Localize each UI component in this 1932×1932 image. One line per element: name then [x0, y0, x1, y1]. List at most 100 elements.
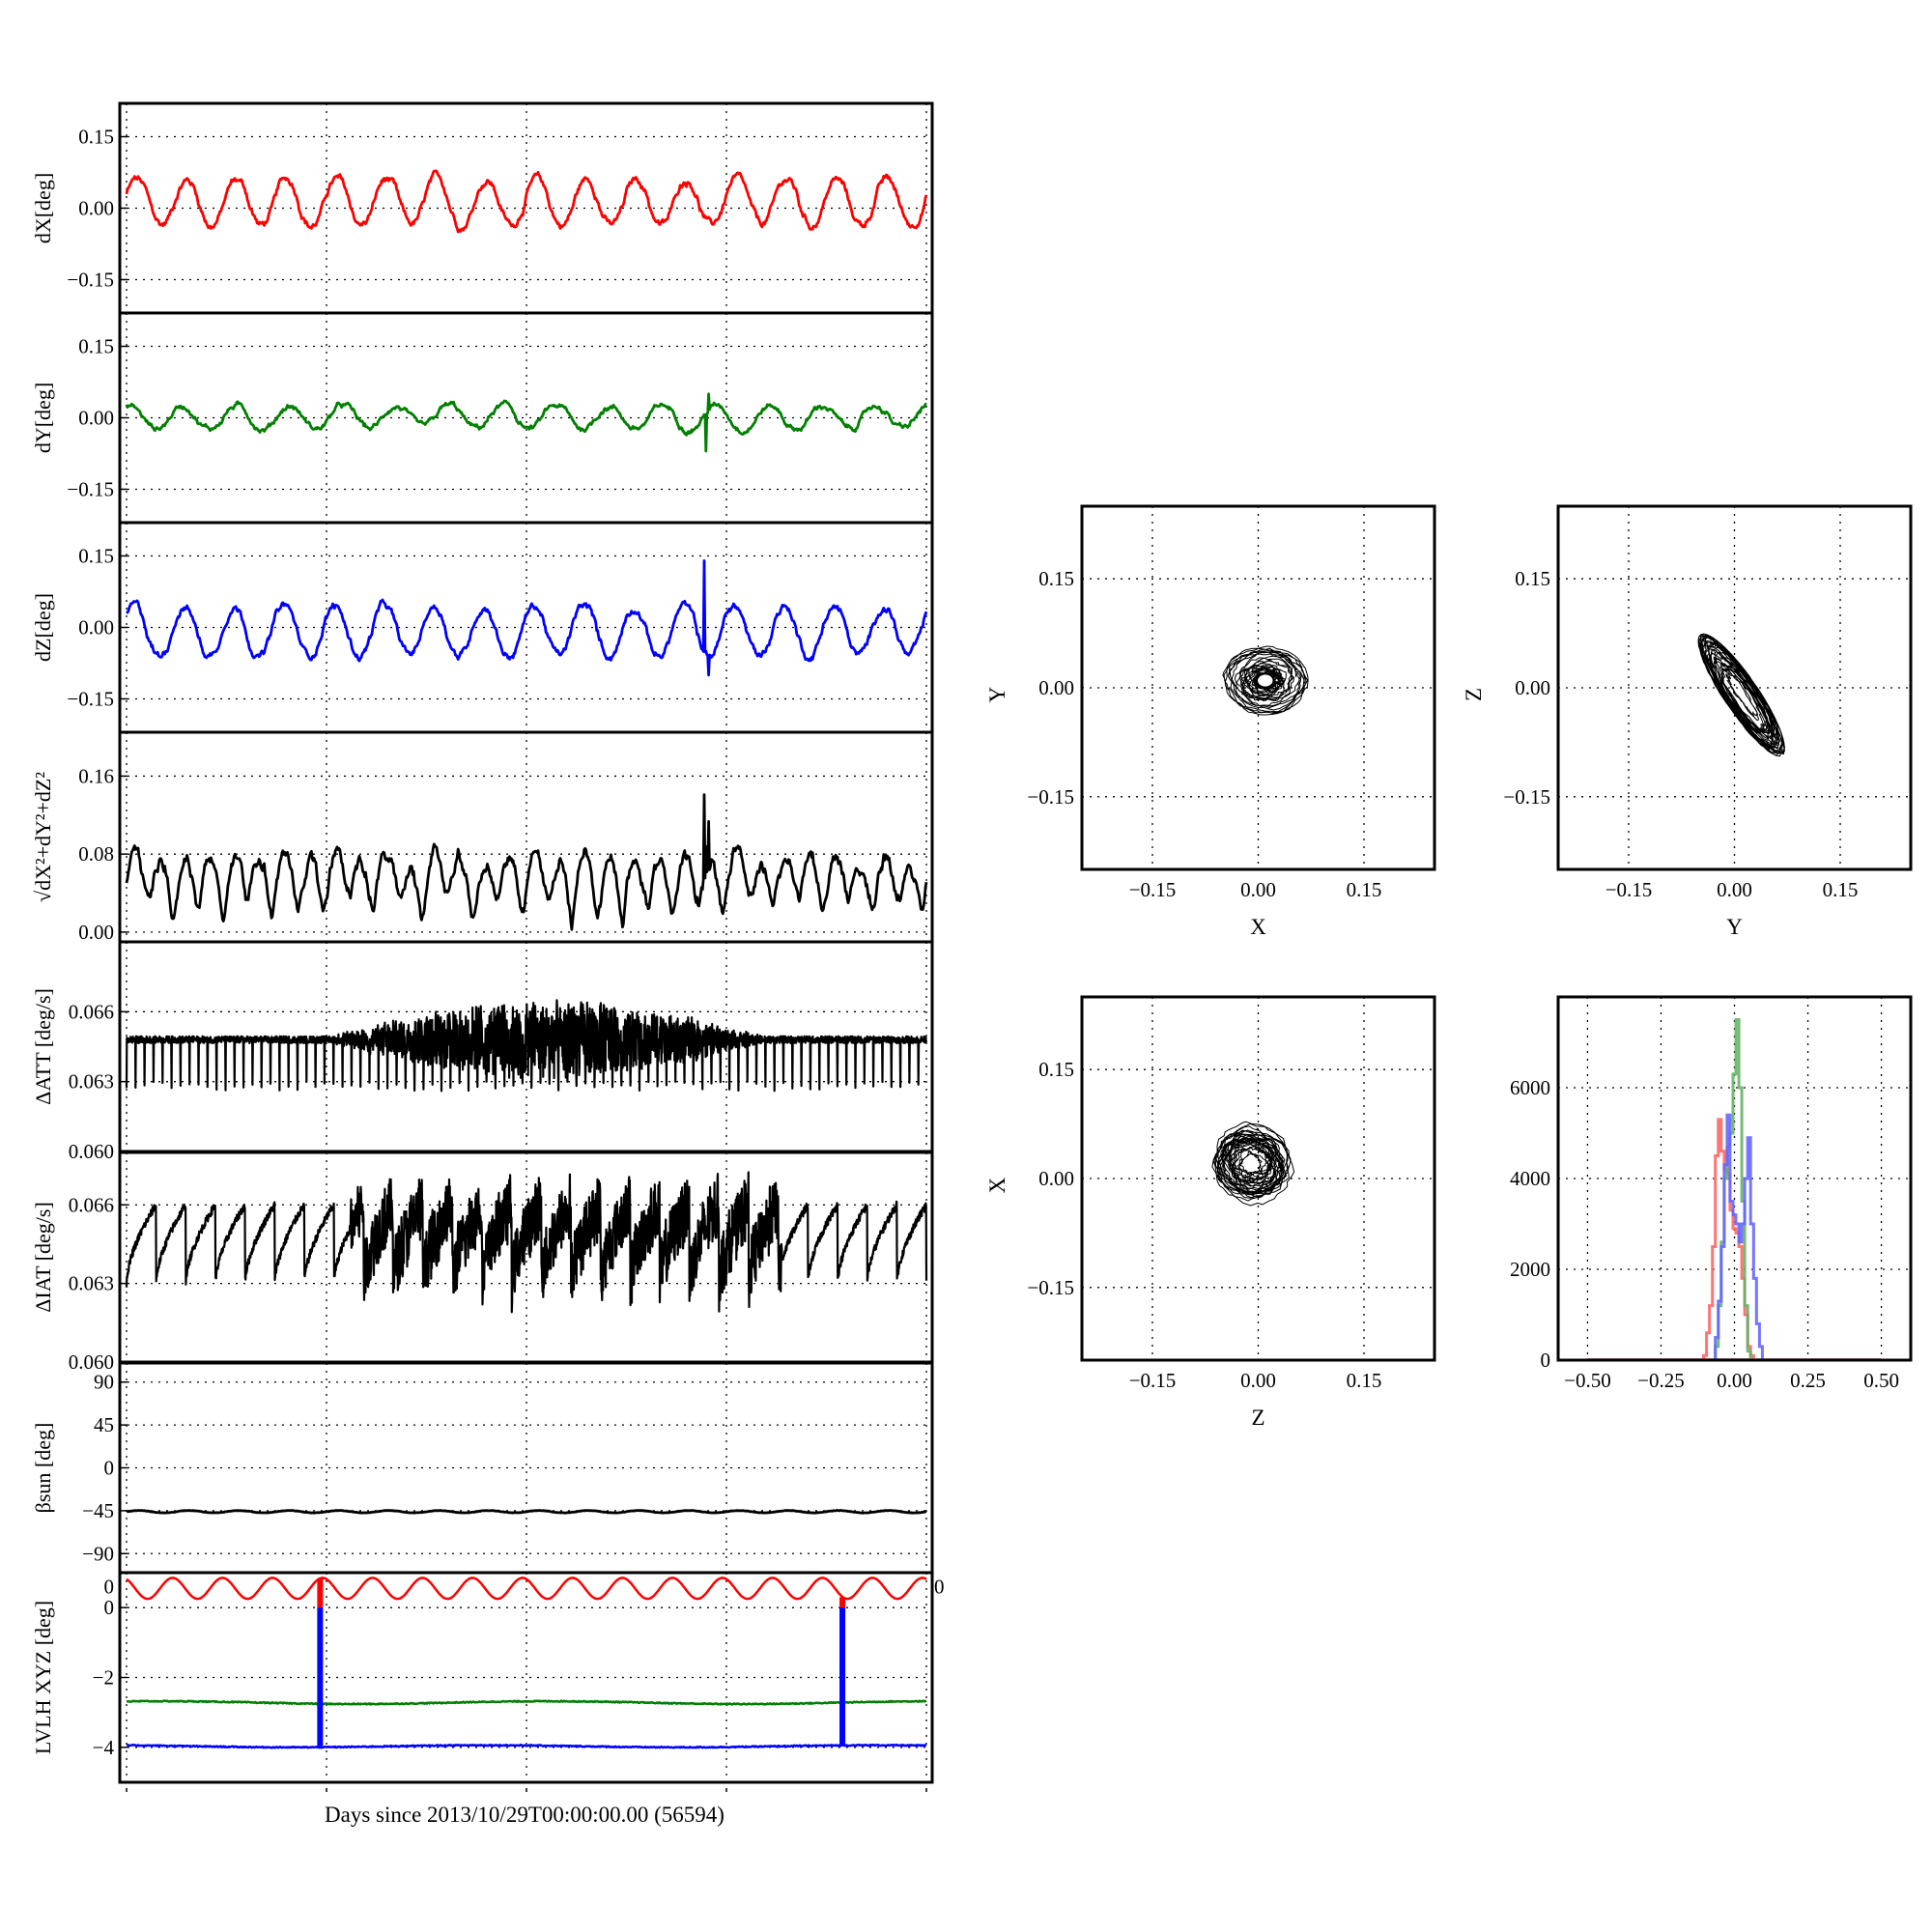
- y-tick-label: 45: [94, 1413, 114, 1436]
- y-tick-label: 0.15: [1515, 567, 1550, 590]
- panel-diat: [118, 1151, 934, 1364]
- y-tick-label: −45: [82, 1499, 114, 1522]
- y-tick-label: 4000: [1510, 1167, 1550, 1190]
- panel-frame: [1556, 995, 1913, 1362]
- y-tick-label: 2000: [1510, 1258, 1550, 1281]
- y-tick-label: 0.00: [1038, 1167, 1074, 1190]
- panel-frame: [1080, 995, 1436, 1362]
- y-axis-label: βsun [deg]: [31, 1423, 55, 1514]
- x-tick-label: 0.25: [1790, 1369, 1826, 1392]
- y-tick-label: 6000: [1510, 1076, 1550, 1099]
- y-axis-label: X: [985, 1177, 1009, 1193]
- y-tick-label: 0.15: [78, 545, 114, 568]
- y-tick-label: 0.063: [69, 1272, 114, 1295]
- y-tick-label: 0.15: [78, 335, 114, 358]
- y-tick-label: −4: [93, 1736, 115, 1759]
- y-tick-label: 0: [104, 1596, 115, 1619]
- y-axis-label: dX[deg]: [31, 173, 55, 243]
- y-tick-label: 0.00: [1515, 676, 1550, 699]
- y-tick-label: 0.15: [1038, 1058, 1074, 1081]
- y-tick-label: −0.15: [1027, 1276, 1074, 1299]
- scatter-yz: [1556, 504, 1913, 871]
- x-tick-label: −0.15: [1129, 878, 1177, 901]
- x-axis-label: Days since 2013/10/29T00:00:00.00 (56594…: [325, 1803, 724, 1827]
- panel-norm: [118, 730, 934, 944]
- y-tick-label: −0.15: [1503, 785, 1550, 809]
- y-tick-label: 0.15: [1038, 567, 1074, 590]
- x-tick-label: −0.15: [1129, 1369, 1177, 1392]
- panel-dy: [118, 311, 934, 525]
- y-tick-label: 0.08: [78, 842, 114, 866]
- scatter-trace: [1211, 1121, 1295, 1207]
- histogram: [1556, 995, 1913, 1362]
- y-tick-label: 0.00: [78, 616, 114, 639]
- x-axis-label: Y: [1726, 915, 1743, 939]
- series-line-x: [126, 1577, 927, 1601]
- y-tick-label: 0.066: [69, 1000, 114, 1023]
- hist-step-dz: [1700, 1113, 1769, 1362]
- y-tick-label: 0.00: [78, 197, 114, 220]
- y-axis-label: dZ[deg]: [31, 593, 55, 662]
- y-axis-label: LVLH XYZ [deg]: [31, 1601, 55, 1754]
- y-axis-label: dY[deg]: [31, 383, 55, 453]
- x-tick-label: 0.15: [1347, 878, 1382, 901]
- x-tick-label: 0.15: [1823, 878, 1859, 901]
- series-line: [125, 169, 928, 234]
- y-axis-label: ΔATT [deg/s]: [31, 988, 55, 1105]
- twin-tick-label-left: 0: [104, 1575, 115, 1598]
- y-tick-label: 0.063: [69, 1070, 114, 1094]
- series-line: [125, 1171, 928, 1314]
- scatter-xy: [1080, 504, 1436, 871]
- x-axis-label: Z: [1251, 1406, 1264, 1430]
- x-tick-label: 0.00: [1717, 878, 1752, 901]
- x-axis-label: X: [1250, 915, 1266, 939]
- series-line: [126, 1509, 927, 1515]
- x-tick-label: −0.25: [1637, 1369, 1685, 1392]
- y-tick-label: 0.00: [78, 921, 114, 944]
- series-line: [125, 392, 927, 453]
- panel-datt: [118, 940, 934, 1153]
- panel-frame: [118, 1571, 934, 1784]
- x-tick-label: 0.15: [1347, 1369, 1382, 1392]
- x-tick-label: 0.00: [1240, 878, 1276, 901]
- y-tick-label: 0.060: [69, 1350, 114, 1374]
- y-tick-label: 90: [94, 1371, 114, 1394]
- y-tick-label: 0: [104, 1457, 115, 1480]
- panel-lvlh: [118, 1571, 934, 1792]
- y-tick-label: 0: [1541, 1349, 1551, 1372]
- x-tick-label: 0.00: [1717, 1369, 1752, 1392]
- scatter-trace: [1697, 633, 1786, 757]
- y-tick-label: 0.00: [1038, 676, 1074, 699]
- y-tick-label: −2: [93, 1666, 114, 1690]
- x-tick-label: 0.00: [1240, 1369, 1276, 1392]
- series-line-z: [126, 1743, 927, 1749]
- y-tick-label: −0.15: [67, 268, 114, 291]
- y-tick-label: 0.15: [78, 126, 114, 149]
- y-tick-label: −0.15: [1027, 785, 1074, 809]
- scatter-zx: [1080, 995, 1436, 1362]
- series-line-y: [126, 1699, 927, 1706]
- y-tick-label: 0.066: [69, 1193, 114, 1216]
- series-line: [125, 793, 928, 931]
- y-tick-label: −0.15: [67, 687, 114, 710]
- panel-frame: [1080, 504, 1436, 871]
- y-tick-label: 0.16: [78, 764, 114, 787]
- y-tick-label: 0.00: [78, 407, 114, 430]
- scatter-trace: [1222, 645, 1309, 716]
- y-tick-label: −0.15: [67, 477, 114, 500]
- series-line: [125, 999, 928, 1093]
- y-axis-label: ΔIAT [deg/s]: [31, 1202, 55, 1313]
- x-tick-label: 0.50: [1863, 1369, 1899, 1392]
- y-axis-label: √dX²+dY²+dZ²: [31, 772, 55, 902]
- panel-beta: [118, 1361, 934, 1575]
- panel-frame: [1556, 504, 1913, 871]
- series-line: [126, 559, 928, 677]
- panel-dz: [118, 521, 934, 734]
- y-axis-label: Y: [985, 686, 1009, 702]
- y-axis-label: Z: [1462, 688, 1486, 701]
- x-tick-label: −0.50: [1564, 1369, 1611, 1392]
- panel-dx: [118, 101, 934, 315]
- twin-tick-label-right: 0: [934, 1575, 945, 1598]
- y-tick-label: 0.060: [69, 1140, 114, 1163]
